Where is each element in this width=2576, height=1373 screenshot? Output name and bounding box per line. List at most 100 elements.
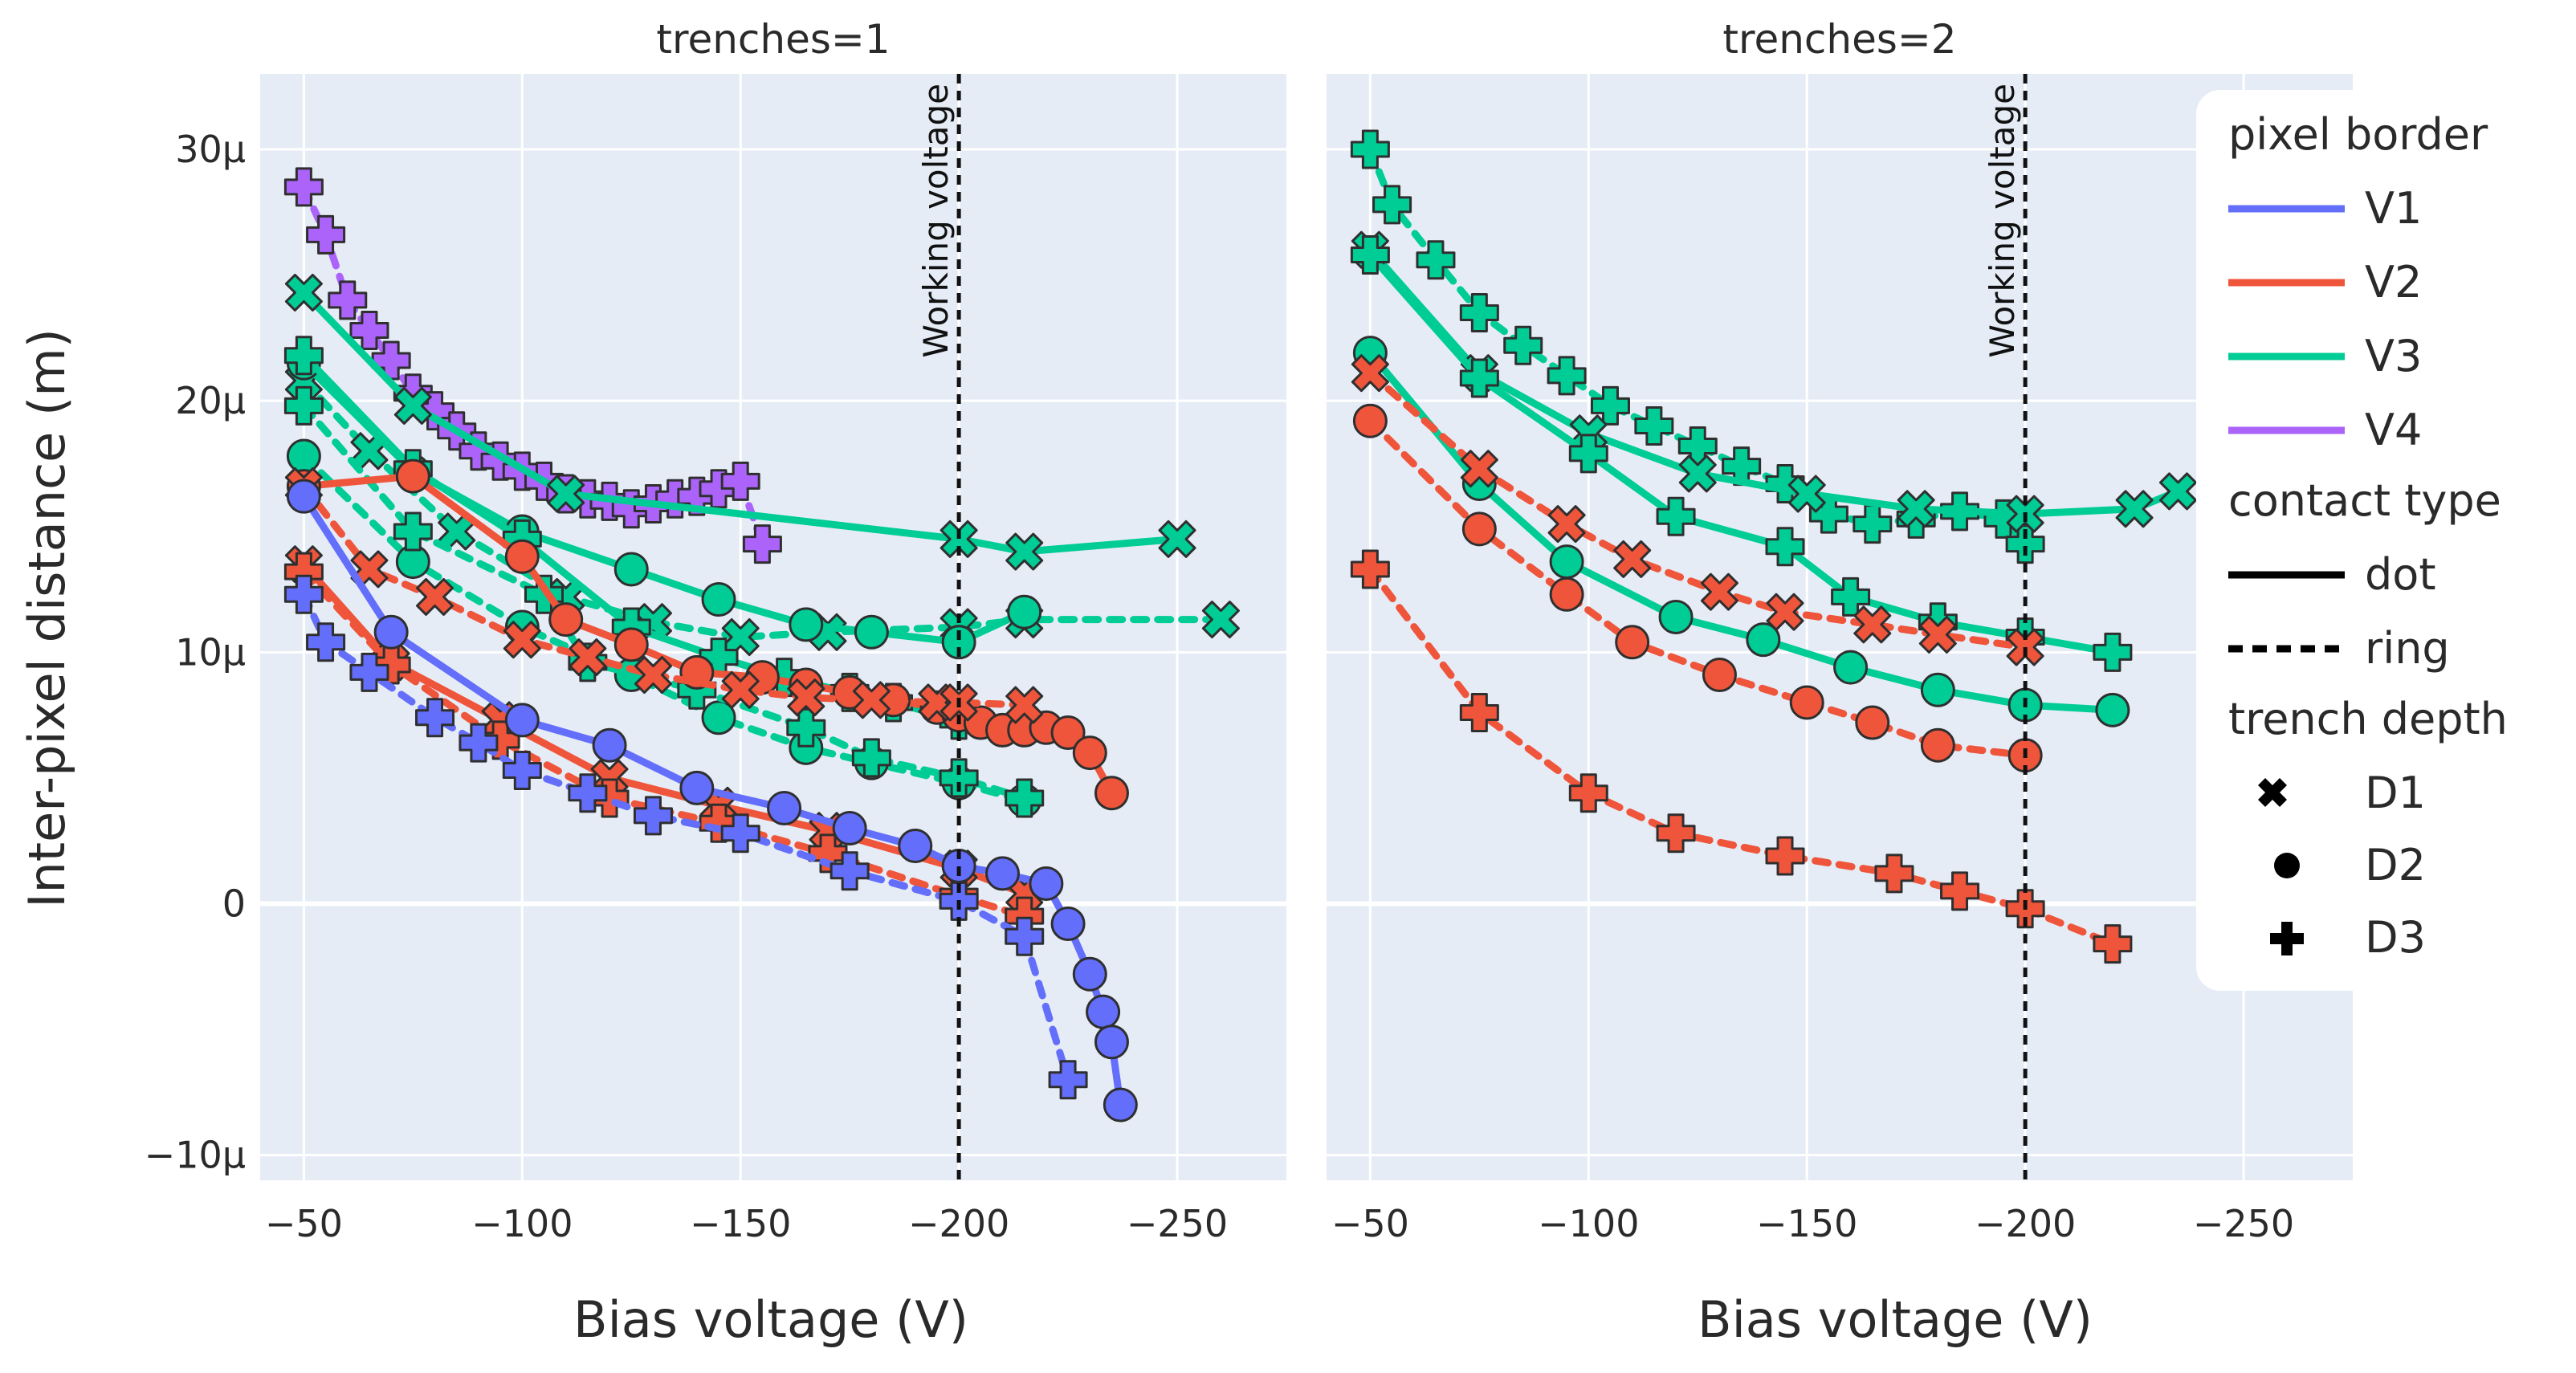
data-point <box>1897 490 1935 528</box>
data-point <box>1050 715 1086 751</box>
data-point <box>939 758 979 798</box>
data-point <box>1615 625 1650 660</box>
y-tick-label: 30μ <box>175 128 246 171</box>
data-point <box>2158 472 2197 511</box>
legend-label-v1: V1 <box>2365 183 2422 234</box>
x-axis-label-left: Bias voltage (V) <box>573 1290 968 1349</box>
data-point <box>1005 916 1045 956</box>
data-point <box>1029 866 1064 901</box>
data-point <box>416 577 454 616</box>
data-point <box>1459 358 1499 398</box>
series-line <box>300 288 1181 556</box>
plot-background <box>1327 74 2353 1180</box>
data-point <box>1459 293 1499 333</box>
data-point <box>1005 532 1044 571</box>
data-point <box>1656 813 1696 854</box>
data-point <box>1461 511 1497 547</box>
series-v3-dot-d3 <box>1350 234 2133 672</box>
panel-title: trenches=2 <box>1722 16 1956 63</box>
data-point <box>1787 475 1826 513</box>
data-point <box>1658 599 1694 634</box>
y-tick-label: 10μ <box>175 630 246 674</box>
data-point <box>1103 1087 1138 1122</box>
data-point <box>633 796 673 836</box>
data-point <box>2115 490 2154 528</box>
data-point <box>284 273 323 312</box>
data-point <box>1158 519 1196 558</box>
data-point <box>1765 836 1805 876</box>
legend-title-pixel-border: pixel border <box>2228 109 2488 160</box>
data-point <box>1072 956 1107 992</box>
x-tick-label: −200 <box>1975 1202 2076 1245</box>
x-axis-label-right: Bias voltage (V) <box>1698 1290 2093 1349</box>
legend-label-d3: D3 <box>2365 912 2426 963</box>
x-tick-label: −100 <box>1538 1202 1639 1245</box>
data-point <box>1050 907 1086 942</box>
data-point <box>985 856 1021 891</box>
legend: pixel border V1 V2 V3 V4 contact type do… <box>2196 90 2574 991</box>
x-tick-label: −150 <box>690 1202 791 1245</box>
legend-title-contact-type: contact type <box>2228 475 2501 526</box>
data-point <box>1789 685 1824 720</box>
data-point <box>1005 686 1044 724</box>
data-point <box>898 828 933 863</box>
data-point <box>1086 994 1121 1029</box>
data-point <box>1700 572 1738 611</box>
data-point <box>1048 1060 1088 1100</box>
legend-label-d2: D2 <box>2365 840 2426 890</box>
data-point <box>721 670 760 709</box>
legend-label-ring: ring <box>2365 623 2450 674</box>
data-point <box>941 625 976 660</box>
data-point <box>568 773 608 813</box>
y-tick-label: −10μ <box>145 1134 246 1177</box>
data-point <box>1201 601 1240 639</box>
data-point <box>1503 325 1543 365</box>
data-point <box>2005 524 2045 564</box>
data-point <box>701 582 736 617</box>
data-point <box>283 336 324 376</box>
data-point <box>1940 871 1980 911</box>
data-point <box>1350 549 1390 589</box>
data-point <box>1853 504 1893 544</box>
data-point <box>283 385 324 426</box>
data-point <box>1765 527 1805 567</box>
series-v2-ring-d2 <box>1352 403 2043 773</box>
x-tick-label: −50 <box>1331 1202 1409 1245</box>
data-point <box>1568 773 1608 813</box>
legend-label-v4: V4 <box>2365 405 2422 455</box>
legend-label-v3: V3 <box>2365 331 2422 381</box>
data-point <box>395 458 430 494</box>
x-tick-label: −100 <box>471 1202 573 1245</box>
data-point <box>1918 615 1957 654</box>
data-point <box>1350 129 1390 169</box>
data-point <box>1702 658 1737 693</box>
series-v3-dot-d1 <box>284 273 1196 571</box>
data-point <box>393 386 432 425</box>
data-point <box>283 574 324 614</box>
series-v2-ring-d1 <box>1351 354 2044 666</box>
data-point <box>459 723 499 763</box>
data-point <box>1634 405 1674 446</box>
series-line <box>1366 565 2117 948</box>
y-axis-label: Inter-pixel distance (m) <box>18 328 76 908</box>
data-point <box>701 700 736 735</box>
data-point <box>1094 776 1129 811</box>
series-v2-ring-d1 <box>284 467 1044 724</box>
series-line <box>300 492 1124 1109</box>
data-point <box>1547 356 1587 396</box>
data-point <box>720 461 760 501</box>
x-tick-label: −150 <box>1756 1202 1857 1245</box>
panel-title: trenches=1 <box>656 16 890 63</box>
x-tick-label: −50 <box>265 1202 343 1245</box>
data-point <box>502 751 542 791</box>
data-point <box>634 656 672 695</box>
working-voltage-label: Working voltage <box>1983 84 2022 358</box>
data-point <box>2093 924 2133 964</box>
data-point <box>1874 854 1914 894</box>
data-point <box>1352 403 1388 438</box>
data-point <box>1549 576 1584 612</box>
data-point <box>1416 240 1456 280</box>
data-point <box>787 678 825 717</box>
data-point <box>1460 450 1498 488</box>
